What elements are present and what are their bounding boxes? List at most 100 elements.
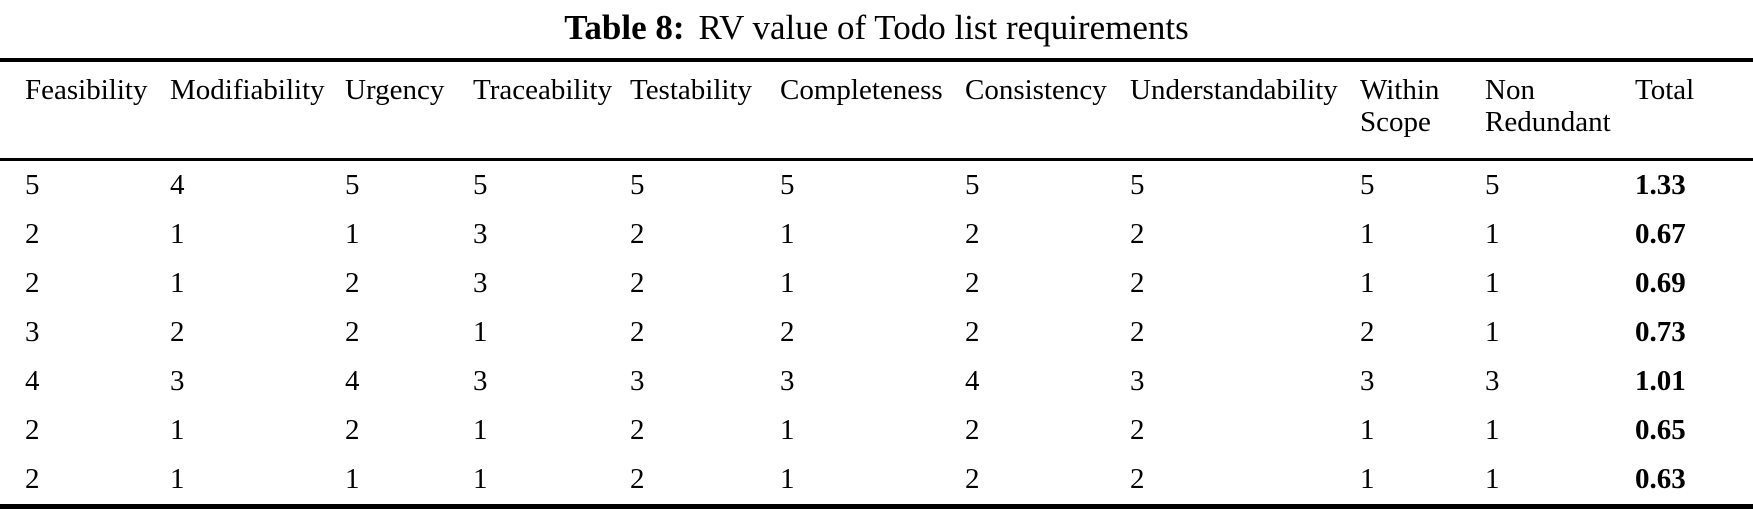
- table-cell: 2: [1360, 316, 1375, 348]
- table-cell: 2: [780, 316, 795, 348]
- table-cell: 2: [1130, 414, 1145, 446]
- table-cell: 3: [170, 365, 185, 397]
- table-cell: 2: [1130, 463, 1145, 495]
- table-cell: 1: [345, 218, 360, 250]
- rv-table: Feasibility Modifiability Urgency Tracea…: [0, 58, 1753, 509]
- table-body: 5 4 5 5 5 5 5 5 5 5 1.33 2 1 1 3 2 1 2 2: [0, 160, 1753, 507]
- table-row: 3 2 2 1 2 2 2 2 2 1 0.73: [0, 308, 1753, 357]
- column-header-feasibility: Feasibility: [0, 60, 170, 161]
- table-cell: 1: [1360, 218, 1375, 250]
- table-cell: 2: [25, 218, 40, 250]
- table-cell: 4: [965, 365, 980, 397]
- table-cell: 1: [1360, 267, 1375, 299]
- table-cell: 3: [473, 218, 488, 250]
- table-cell: 3: [473, 267, 488, 299]
- table-cell: 1: [1360, 414, 1375, 446]
- table-cell: 2: [1130, 267, 1145, 299]
- table-caption-label: Table 8:: [564, 8, 685, 47]
- table-cell: 5: [965, 169, 980, 201]
- table-cell: 5: [1360, 169, 1375, 201]
- table-cell: 2: [630, 316, 645, 348]
- table-cell: 2: [25, 414, 40, 446]
- table-cell: 2: [345, 316, 360, 348]
- table-cell: 5: [630, 169, 645, 201]
- column-header-consistency: Consistency: [965, 60, 1130, 161]
- table-cell: 1: [780, 267, 795, 299]
- table-cell: 1: [1485, 316, 1500, 348]
- column-header-urgency: Urgency: [345, 60, 473, 161]
- table-cell: 1: [473, 316, 488, 348]
- table-cell: 2: [630, 218, 645, 250]
- table-cell: 2: [965, 218, 980, 250]
- table-cell: 1: [1485, 267, 1500, 299]
- table-cell: 2: [345, 414, 360, 446]
- table-cell: 4: [170, 169, 185, 201]
- table-cell: 3: [1485, 365, 1500, 397]
- column-header-within-scope: Within Scope: [1360, 60, 1485, 161]
- table-cell: 2: [1130, 316, 1145, 348]
- table-cell: 2: [25, 267, 40, 299]
- table-cell: 1: [473, 414, 488, 446]
- table-cell: 5: [473, 169, 488, 201]
- table-row: 4 3 4 3 3 3 4 3 3 3 1.01: [0, 357, 1753, 406]
- table-cell: 1: [780, 218, 795, 250]
- table-cell: 5: [25, 169, 40, 201]
- table-cell-total: 0.69: [1635, 267, 1686, 299]
- table-cell: 4: [345, 365, 360, 397]
- table-cell: 2: [965, 414, 980, 446]
- table-cell: 5: [345, 169, 360, 201]
- table-cell: 1: [170, 267, 185, 299]
- table-cell: 3: [630, 365, 645, 397]
- table-cell: 2: [345, 267, 360, 299]
- column-header-modifiability: Modifiability: [170, 60, 345, 161]
- table-cell-total: 1.33: [1635, 169, 1686, 201]
- table-cell: 5: [1130, 169, 1145, 201]
- table-cell: 2: [965, 316, 980, 348]
- table-cell-total: 0.63: [1635, 463, 1686, 495]
- column-header-completeness: Completeness: [780, 60, 965, 161]
- column-header-traceability: Traceability: [473, 60, 630, 161]
- table-cell-total: 0.73: [1635, 316, 1686, 348]
- table-row: 2 1 1 3 2 1 2 2 1 1 0.67: [0, 210, 1753, 259]
- column-header-total: Total: [1635, 60, 1753, 161]
- table-cell: 2: [965, 463, 980, 495]
- table-cell: 5: [780, 169, 795, 201]
- table-cell: 1: [1485, 414, 1500, 446]
- table-header: Feasibility Modifiability Urgency Tracea…: [0, 60, 1753, 161]
- table-cell: 2: [170, 316, 185, 348]
- table-cell: 1: [780, 414, 795, 446]
- table-cell: 2: [25, 463, 40, 495]
- table-row: 2 1 2 3 2 1 2 2 1 1 0.69: [0, 259, 1753, 308]
- table-cell: 2: [965, 267, 980, 299]
- table-cell: 1: [1485, 463, 1500, 495]
- column-header-testability: Testability: [630, 60, 780, 161]
- table-cell: 4: [25, 365, 40, 397]
- table-cell: 1: [170, 414, 185, 446]
- table-cell-total: 0.65: [1635, 414, 1686, 446]
- table-row: 2 1 1 1 2 1 2 2 1 1 0.63: [0, 455, 1753, 507]
- table-cell: 1: [170, 463, 185, 495]
- header-row: Feasibility Modifiability Urgency Tracea…: [0, 60, 1753, 161]
- table-cell: 1: [780, 463, 795, 495]
- table-row: 2 1 2 1 2 1 2 2 1 1 0.65: [0, 406, 1753, 455]
- table-cell: 2: [630, 267, 645, 299]
- table-cell: 3: [1360, 365, 1375, 397]
- table-cell: 3: [780, 365, 795, 397]
- column-header-understandability: Understandability: [1130, 60, 1360, 161]
- table-cell-total: 1.01: [1635, 365, 1686, 397]
- table-row: 5 4 5 5 5 5 5 5 5 5 1.33: [0, 160, 1753, 211]
- table-cell: 3: [473, 365, 488, 397]
- table-cell: 1: [1360, 463, 1375, 495]
- table-caption-text: RV value of Todo list requirements: [698, 8, 1189, 47]
- table-cell-total: 0.67: [1635, 218, 1686, 250]
- table-cell: 1: [1485, 218, 1500, 250]
- table-caption: Table 8: RV value of Todo list requiremen…: [0, 0, 1753, 52]
- table-cell: 2: [630, 414, 645, 446]
- table-cell: 2: [1130, 218, 1145, 250]
- table-cell: 1: [170, 218, 185, 250]
- column-header-non-redundant: Non Redundant: [1485, 60, 1635, 161]
- table-cell: 1: [345, 463, 360, 495]
- table-cell: 3: [1130, 365, 1145, 397]
- table-cell: 2: [630, 463, 645, 495]
